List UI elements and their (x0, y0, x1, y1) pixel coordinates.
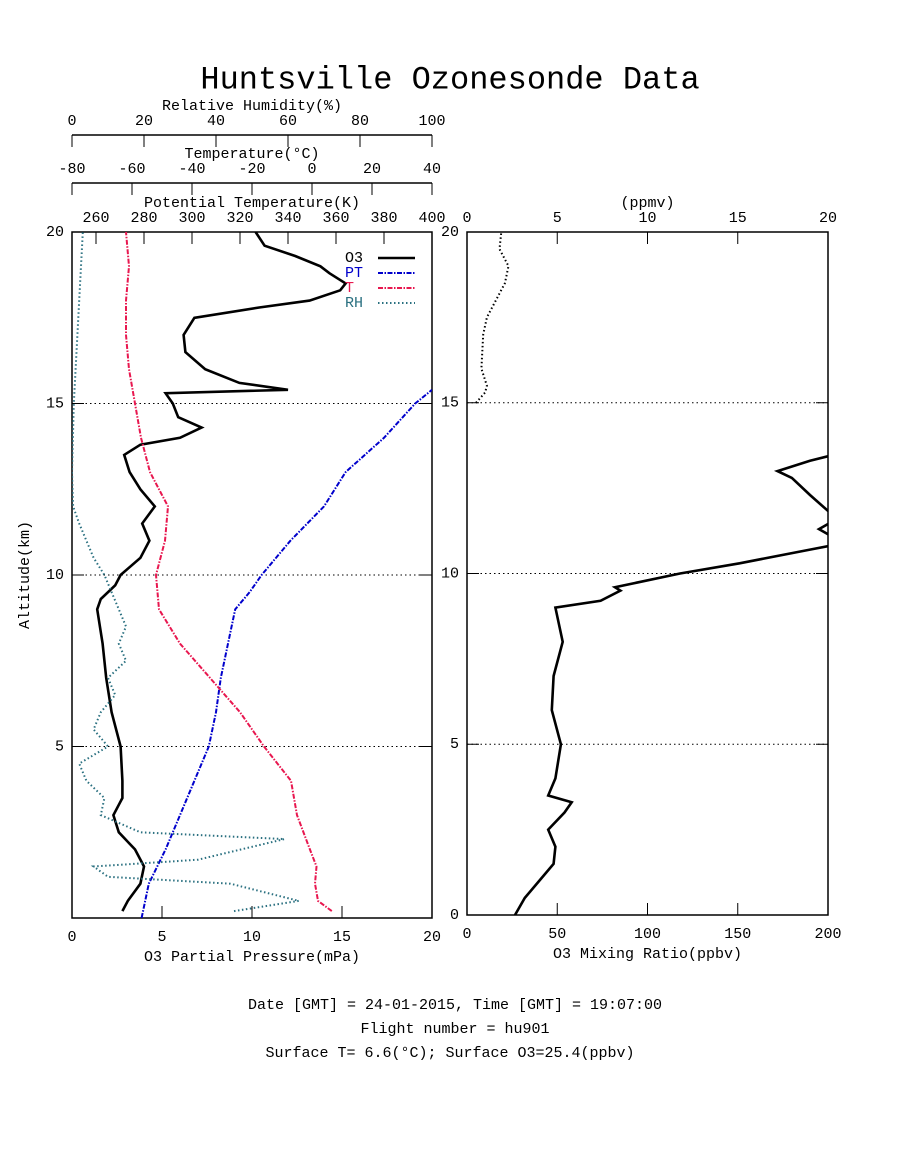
top-tick-label: -80 (58, 161, 85, 178)
x-tick-label: 200 (814, 926, 841, 943)
y-axis-title: Altitude(km) (17, 521, 34, 629)
footer-flight: Flight number = hu901 (360, 1021, 549, 1038)
top-tick-label: 360 (322, 210, 349, 227)
series-line (513, 454, 828, 915)
x-tick-label: 10 (243, 929, 261, 946)
x-tick-label: 15 (333, 929, 351, 946)
legend-label: PT (345, 265, 363, 282)
x-tick-label: 5 (157, 929, 166, 946)
top-tick-label: 60 (279, 113, 297, 130)
footer-date: Date [GMT] = 24-01-2015, Time [GMT] = 19… (248, 997, 662, 1014)
y-tick-label: 10 (46, 567, 64, 584)
top-axis-title: Potential Temperature(K) (144, 195, 360, 212)
top-tick-label: 40 (423, 161, 441, 178)
top-tick-label: 40 (207, 113, 225, 130)
x-tick-label: 20 (423, 929, 441, 946)
y-tick-label: 10 (441, 565, 459, 582)
top-tick-label: -40 (178, 161, 205, 178)
top-tick-label: 20 (135, 113, 153, 130)
series-line (72, 232, 300, 913)
top-tick-label: 0 (462, 210, 471, 227)
top-tick-label: 10 (638, 210, 656, 227)
top-axis-title: (ppmv) (620, 195, 674, 212)
x-axis-title: O3 Mixing Ratio(ppbv) (553, 946, 742, 963)
plot-area (72, 232, 432, 918)
top-tick-label: 15 (729, 210, 747, 227)
footer-surface: Surface T= 6.6(°C); Surface O3=25.4(ppbv… (265, 1045, 634, 1062)
y-tick-label: 20 (441, 224, 459, 241)
y-tick-label: 20 (46, 224, 64, 241)
top-tick-label: 320 (226, 210, 253, 227)
top-tick-label: 0 (67, 113, 76, 130)
plot-area (475, 232, 828, 915)
x-tick-label: 0 (67, 929, 76, 946)
top-tick-label: 280 (130, 210, 157, 227)
x-axis-title: O3 Partial Pressure(mPa) (144, 949, 360, 966)
top-tick-label: 20 (363, 161, 381, 178)
top-axis-title: Relative Humidity(%) (162, 98, 342, 115)
top-tick-label: 400 (418, 210, 445, 227)
y-tick-label: 5 (55, 738, 64, 755)
figure-title: Huntsville Ozonesonde Data (200, 61, 699, 98)
top-tick-label: 100 (418, 113, 445, 130)
y-tick-label: 15 (441, 395, 459, 412)
top-axis-title: Temperature(°C) (184, 146, 319, 163)
top-tick-label: 80 (351, 113, 369, 130)
x-tick-label: 50 (548, 926, 566, 943)
legend-label: T (345, 280, 354, 297)
top-tick-label: 380 (370, 210, 397, 227)
top-tick-label: 260 (82, 210, 109, 227)
top-tick-label: 0 (307, 161, 316, 178)
y-tick-label: 5 (450, 736, 459, 753)
top-tick-label: 300 (178, 210, 205, 227)
x-tick-label: 100 (634, 926, 661, 943)
series-line (125, 232, 333, 912)
top-tick-label: 5 (553, 210, 562, 227)
x-tick-label: 0 (462, 926, 471, 943)
top-tick-label: 340 (274, 210, 301, 227)
x-tick-label: 150 (724, 926, 751, 943)
top-tick-label: -60 (118, 161, 145, 178)
legend-label: RH (345, 295, 363, 312)
legend-label: O3 (345, 250, 363, 267)
y-tick-label: 15 (46, 395, 64, 412)
series-line (95, 232, 348, 912)
series-line (475, 232, 510, 404)
y-tick-label: 0 (450, 907, 459, 924)
series-line (140, 389, 432, 918)
top-tick-label: -20 (238, 161, 265, 178)
top-tick-label: 20 (819, 210, 837, 227)
